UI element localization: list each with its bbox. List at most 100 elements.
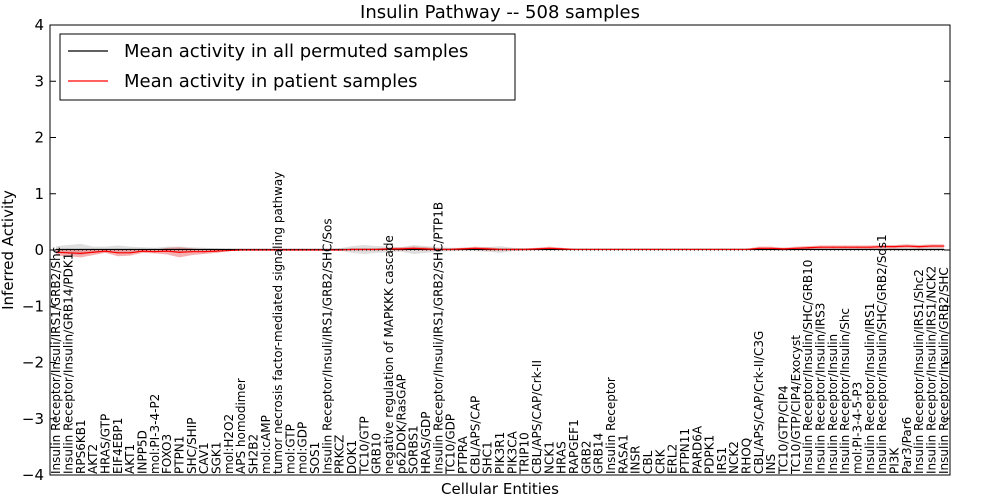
category-label: Insulin Receptor/Insulin/Shc (838, 308, 852, 474)
legend-label-permuted: Mean activity in all permuted samples (124, 41, 468, 62)
data-point (524, 248, 526, 251)
data-point (80, 248, 82, 251)
category-label: CBL/APS/CAP (468, 396, 482, 474)
data-point (462, 248, 464, 250)
data-point (770, 247, 772, 249)
legend-label-patient: Mean activity in patient samples (124, 71, 418, 92)
category-label: PTPN11 (678, 428, 692, 474)
data-point (561, 248, 563, 250)
category-label: PRKCZ (333, 435, 347, 474)
data-point (807, 248, 809, 251)
data-point (635, 248, 637, 251)
category-label: SORBS1 (407, 425, 421, 474)
data-point (548, 248, 550, 251)
series-lines (55, 245, 945, 254)
data-point (511, 248, 513, 251)
category-label: TC10/GDP (444, 414, 458, 475)
data-point (487, 248, 489, 250)
data-point (474, 247, 476, 249)
data-point (166, 250, 168, 252)
category-label: GRB2 (579, 440, 593, 474)
data-point (363, 248, 365, 251)
category-label: RPS6KB1 (74, 419, 88, 474)
data-point (881, 246, 883, 248)
y-tick-label: −3 (22, 410, 44, 428)
y-tick-label: −1 (22, 297, 44, 315)
data-point (228, 248, 230, 251)
data-point (474, 248, 476, 251)
data-point (844, 246, 846, 248)
data-point (191, 248, 193, 251)
category-label: Insulin Receptor/Insulin/IRS1/Shc2 (912, 269, 926, 474)
data-point (684, 248, 686, 251)
category-label: Par3/Par6 (900, 417, 914, 474)
y-tick-label: 2 (34, 129, 44, 147)
category-label: HRAS/GTP (98, 414, 112, 474)
category-label: INSR (629, 446, 643, 474)
category-label: CBL/APS/CAP/Crk-II/C3G (752, 331, 766, 474)
category-label: Insulin Receptor/Insulin/SHC/GRB2/Sos1 (875, 234, 889, 474)
data-point (906, 245, 908, 247)
y-tick-label: −4 (22, 466, 44, 484)
category-label: p62DOK/RasGAP (394, 374, 408, 474)
data-point (499, 248, 501, 251)
category-label: PTPN1 (172, 436, 186, 474)
category-label: tumor necrosis factor-mediated signaling… (271, 172, 285, 474)
data-point (647, 248, 649, 251)
data-point (844, 248, 846, 251)
category-label: TRIP10 (518, 432, 532, 475)
category-label: DOK1 (345, 440, 359, 474)
category-label: NCK2 (727, 441, 741, 474)
category-label: GRB10 (370, 433, 384, 474)
category-label: INPP5D (135, 430, 149, 474)
category-label: IRS1 (715, 447, 729, 474)
data-point (400, 248, 402, 250)
data-point (215, 248, 218, 251)
data-point (55, 251, 57, 253)
data-point (930, 248, 933, 251)
category-label: mol:H2O2 (222, 414, 236, 474)
category-label: Insulin Receptor/Insulin/SHC/GRB10 (801, 260, 815, 474)
category-label: PIK3CA (505, 430, 519, 474)
data-point (672, 248, 674, 251)
category-label: negative regulation of MAPKKK cascade (382, 235, 396, 474)
category-label: mol:cAMP (259, 415, 273, 474)
data-point (326, 249, 328, 251)
data-point (203, 251, 205, 253)
category-label: AKT1 (123, 444, 137, 474)
data-point (832, 248, 834, 251)
category-label: mol:PI-3-4-P2 (148, 394, 162, 474)
category-label: GRB14 (592, 433, 606, 474)
data-point (339, 249, 341, 251)
category-label: Insulin Receptor (604, 377, 618, 474)
data-point (104, 250, 107, 252)
data-point (191, 251, 193, 253)
y-tick-label: 1 (34, 185, 44, 203)
category-label: SH2B2 (246, 434, 260, 474)
category-label: Insulin Receptor/Insulin (826, 334, 840, 474)
category-label: TC10/GTP/CIP4/Exocyst (789, 335, 803, 475)
data-point (758, 247, 760, 249)
data-point (819, 246, 822, 248)
category-label: HRAS/GDP (419, 411, 433, 474)
category-label: Insulin Receptor/Insulin/GRB14/PDK1 (61, 253, 75, 474)
category-label: CAV1 (197, 442, 211, 474)
category-label: mol:GTP (283, 424, 297, 474)
legend-box (59, 33, 516, 101)
data-point (807, 247, 809, 249)
data-point (178, 251, 181, 253)
category-label: EIF4EBP1 (111, 418, 125, 474)
data-point (856, 248, 859, 251)
data-point (228, 249, 230, 252)
data-point (252, 249, 255, 251)
y-tick-label: 3 (34, 72, 44, 90)
category-label: Insulin Receptor/Insuli/IRS1/GRB2/SHC/So… (320, 218, 334, 474)
category-label: RHOQ (740, 438, 754, 474)
y-axis-label: Inferred Activity (0, 190, 17, 310)
data-point (67, 248, 70, 251)
data-point (129, 252, 131, 254)
category-label: CBL (641, 450, 655, 474)
data-point (696, 248, 698, 251)
data-point (413, 248, 415, 251)
